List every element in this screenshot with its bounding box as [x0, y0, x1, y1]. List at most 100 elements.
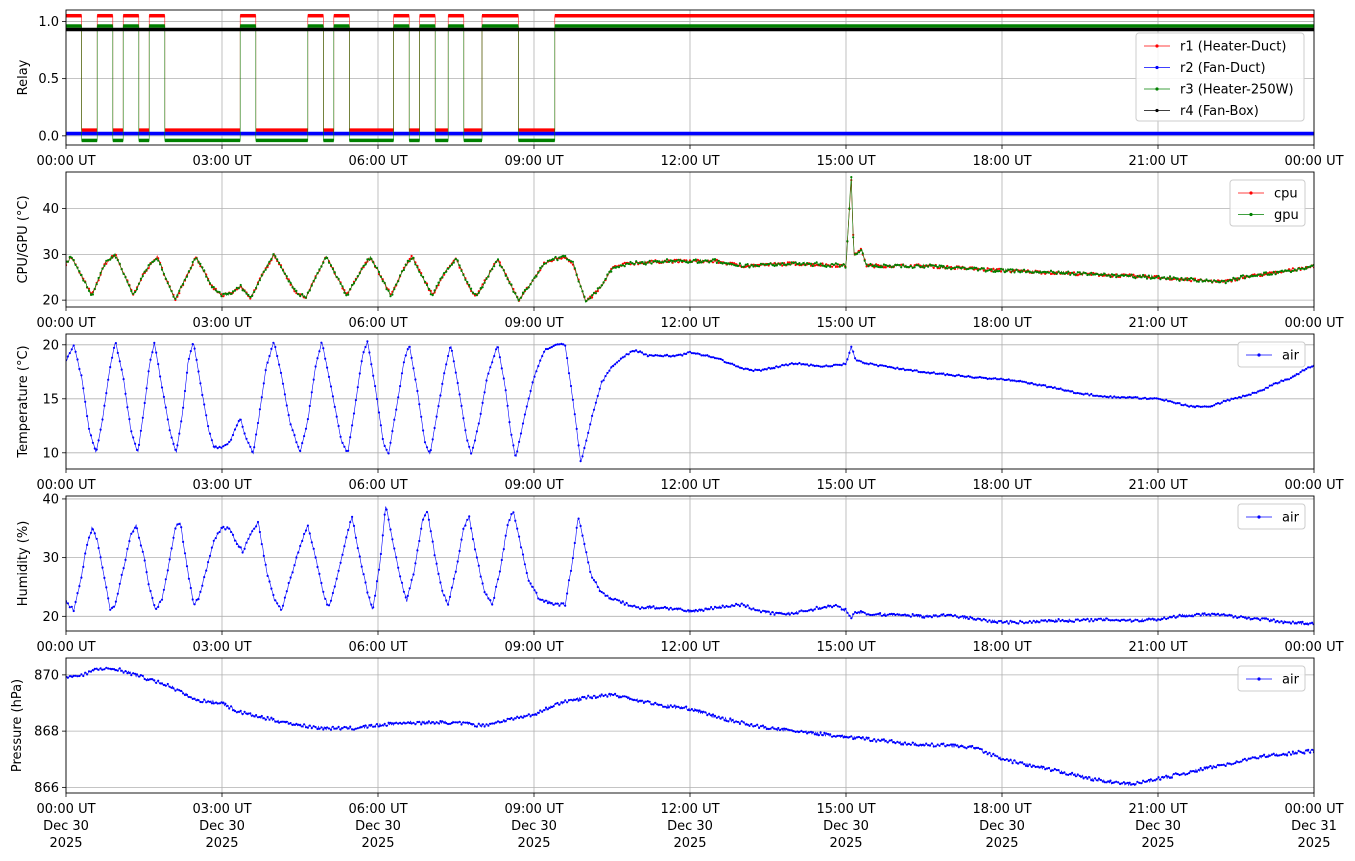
- x-tick-year: 2025: [361, 836, 394, 851]
- y-tick-label: 30: [42, 248, 59, 263]
- x-tick-year: 2025: [673, 836, 706, 851]
- x-tick-label: 03:00 UT: [192, 802, 251, 817]
- axes-frame: [65, 333, 1315, 470]
- x-tick-label: 18:00 UT: [972, 478, 1031, 493]
- x-tick-date: Dec 30: [355, 819, 401, 834]
- x-tick-label: 06:00 UT: [348, 316, 407, 331]
- x-tick-label: 09:00 UT: [504, 640, 563, 655]
- x-tick-date: Dec 30: [511, 819, 557, 834]
- y-tick-label: 866: [34, 781, 59, 796]
- x-tick-label: 18:00 UT: [972, 154, 1031, 169]
- x-tick-label: 15:00 UT: [816, 478, 875, 493]
- x-tick-label: 12:00 UT: [660, 802, 719, 817]
- legend: air: [1237, 341, 1306, 368]
- x-tick-label: 09:00 UT: [504, 154, 563, 169]
- legend: air: [1237, 503, 1306, 530]
- legend-label: gpu: [1274, 208, 1299, 223]
- legend-label: r4 (Fan-Box): [1180, 104, 1259, 119]
- legend-marker: [1257, 677, 1261, 681]
- x-tick-label: 12:00 UT: [660, 154, 719, 169]
- legend-label: air: [1282, 349, 1300, 364]
- x-tick-label: 00:00 UT: [1284, 154, 1343, 169]
- legend-label: air: [1282, 673, 1300, 688]
- legend-marker: [1155, 108, 1159, 113]
- x-tick-label: 03:00 UT: [192, 154, 251, 169]
- y-tick-label: 870: [34, 668, 59, 683]
- x-tick-date: Dec 31: [1291, 819, 1337, 834]
- x-tick-label: 12:00 UT: [660, 316, 719, 331]
- x-tick-date: Dec 30: [1135, 819, 1181, 834]
- x-tick-label: 03:00 UT: [192, 640, 251, 655]
- plot-area: [66, 13, 1314, 143]
- legend-label: r2 (Fan-Duct): [1180, 61, 1266, 76]
- plot-area: [66, 666, 1314, 787]
- x-tick-label: 06:00 UT: [348, 154, 407, 169]
- x-tick-label: 12:00 UT: [660, 478, 719, 493]
- x-tick-label: 06:00 UT: [348, 802, 407, 817]
- x-tick-label: 21:00 UT: [1128, 154, 1187, 169]
- x-tick-label: 03:00 UT: [192, 478, 251, 493]
- x-tick-label: 18:00 UT: [972, 802, 1031, 817]
- y-tick-label: 40: [42, 492, 59, 507]
- x-tick-label: 00:00 UT: [36, 478, 95, 493]
- x-tick-label: 15:00 UT: [816, 640, 875, 655]
- plot-area: [66, 506, 1314, 626]
- legend-label: air: [1282, 511, 1300, 526]
- x-tick-year: 2025: [1141, 836, 1174, 851]
- x-tick-date: Dec 30: [979, 819, 1025, 834]
- x-tick-label: 15:00 UT: [816, 316, 875, 331]
- x-tick-label: 21:00 UT: [1128, 478, 1187, 493]
- legend-box: [1237, 665, 1306, 692]
- axes-frame: [65, 657, 1315, 794]
- legend-label: r1 (Heater-Duct): [1180, 40, 1286, 55]
- x-tick-label: 15:00 UT: [816, 154, 875, 169]
- legend-box: [1237, 503, 1306, 530]
- x-tick-label: 00:00 UT: [36, 154, 95, 169]
- plot-area: [66, 340, 1314, 463]
- axes-frame: [65, 495, 1315, 632]
- y-tick-label: 0.0: [38, 129, 59, 144]
- x-tick-date: Dec 30: [199, 819, 245, 834]
- x-tick-label: 18:00 UT: [972, 316, 1031, 331]
- y-tick-label: 20: [42, 338, 59, 353]
- y-tick-label: 40: [42, 202, 59, 217]
- legend-marker: [1249, 191, 1253, 195]
- x-tick-label: 03:00 UT: [192, 316, 251, 331]
- legend-label: cpu: [1274, 187, 1298, 202]
- y-axis-label: Pressure (hPa): [10, 679, 25, 772]
- x-tick-label: 06:00 UT: [348, 478, 407, 493]
- legend-label: r3 (Heater-250W): [1180, 83, 1294, 98]
- legend-box: [1237, 341, 1306, 368]
- x-tick-date: Dec 30: [667, 819, 713, 834]
- cpu-gpu-panel: 20 30 40 00:00 UT 03:00 UT 06:00 UT 09:00 UT 12…: [16, 171, 1344, 331]
- y-tick-label: 20: [42, 610, 59, 625]
- legend-box: [1135, 32, 1305, 122]
- x-tick-label: 09:00 UT: [504, 316, 563, 331]
- legend: r1 (Heater-Duct) r2 (Fan-Duct) r3 (Heater-…: [1135, 32, 1305, 122]
- x-tick-label: 18:00 UT: [972, 640, 1031, 655]
- y-axis-label: Temperature (°C): [16, 345, 31, 458]
- x-tick-label: 06:00 UT: [348, 640, 407, 655]
- x-tick-label: 00:00 UT: [36, 316, 95, 331]
- x-tick-label: 15:00 UT: [816, 802, 875, 817]
- legend-marker: [1249, 212, 1253, 217]
- x-tick-label: 09:00 UT: [504, 802, 563, 817]
- x-tick-label: 21:00 UT: [1128, 316, 1187, 331]
- y-tick-label: 10: [42, 446, 59, 461]
- legend-marker: [1257, 353, 1261, 357]
- legend: air: [1237, 665, 1306, 692]
- legend-marker: [1257, 515, 1261, 519]
- x-tick-label: 00:00 UT: [36, 802, 95, 817]
- temperature-panel: 10 15 20 00:00 UT 03:00 UT 06:00 UT 09:00 UT 12…: [16, 333, 1344, 493]
- legend-marker: [1155, 87, 1159, 91]
- x-tick-label: 09:00 UT: [504, 478, 563, 493]
- y-tick-label: 15: [42, 392, 59, 407]
- x-tick-year: 2025: [829, 836, 862, 851]
- relay-panel: 0.0 0.5 1.0 00:00 UT 03:00 UT 06:00 UT 09:00 U…: [16, 9, 1344, 169]
- y-tick-label: 30: [42, 551, 59, 566]
- x-tick-label: 00:00 UT: [36, 640, 95, 655]
- legend-marker: [1155, 65, 1159, 70]
- x-tick-label: 00:00 UT: [1284, 802, 1343, 817]
- x-tick-label: 00:00 UT: [1284, 640, 1343, 655]
